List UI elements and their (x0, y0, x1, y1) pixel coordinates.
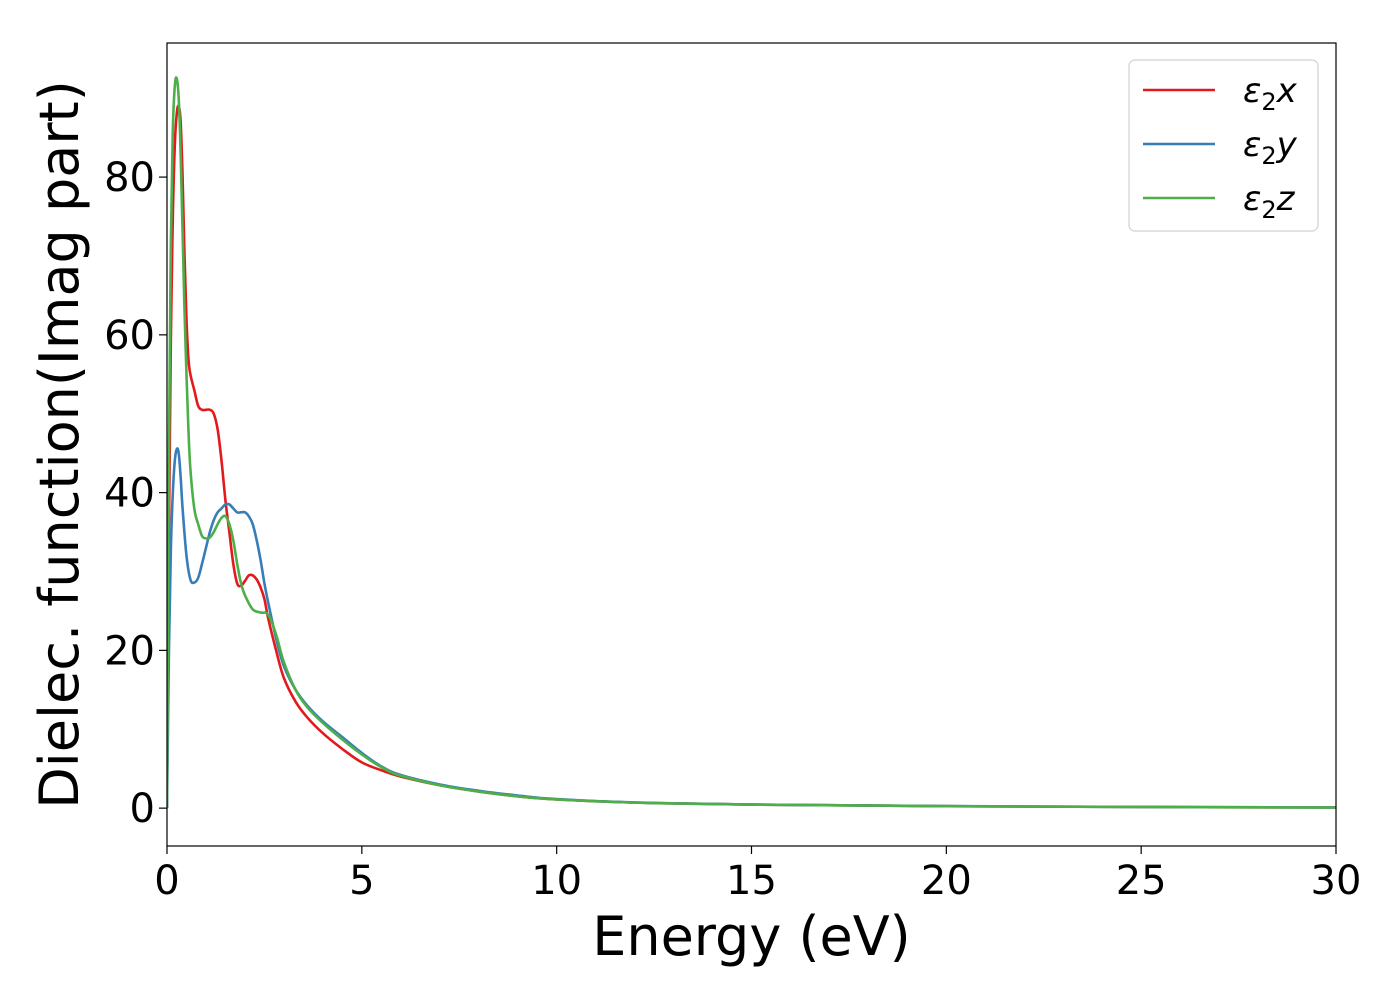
y-tick-label: 60 (104, 313, 155, 359)
y-axis-title: Dielec. function(Imag part) (28, 80, 91, 809)
legend-box (1128, 59, 1319, 232)
series-layer (167, 76, 1336, 809)
x-tick-label: 5 (349, 858, 374, 904)
x-axis: 0 5 10 15 20 25 30 (154, 846, 1361, 904)
x-tick-label: 25 (1116, 858, 1167, 904)
y-tick-label: 0 (130, 786, 155, 832)
x-tick-label: 0 (154, 858, 179, 904)
y-tick-label: 80 (104, 155, 155, 201)
x-tick-label: 20 (921, 858, 972, 904)
x-tick-label: 10 (531, 858, 582, 904)
legend: ε2x ε2y ε2z (1128, 59, 1319, 232)
legend-label-z: ε2z (1243, 179, 1296, 224)
series-line-z (167, 76, 1336, 809)
x-tick-label: 30 (1311, 858, 1362, 904)
legend-label-y: ε2y (1243, 125, 1298, 170)
x-axis-title: Energy (eV) (592, 905, 911, 968)
y-tick-label: 20 (104, 628, 155, 674)
legend-label-x: ε2x (1243, 71, 1298, 116)
x-tick-label: 15 (726, 858, 777, 904)
y-tick-label: 40 (104, 471, 155, 517)
y-axis: 0 20 40 60 80 (104, 155, 167, 832)
